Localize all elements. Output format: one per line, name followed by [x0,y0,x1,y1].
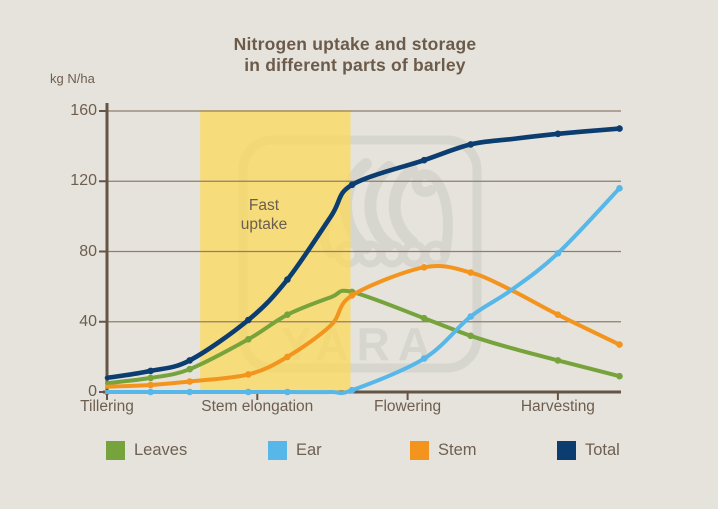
legend-item-leaves: Leaves [106,441,187,460]
chart-title-line2: in different parts of barley [244,55,466,75]
series-markers-stem [147,264,623,389]
plot-area: YARA [99,103,623,400]
legend-swatch-stem [410,441,429,460]
legend-label-stem: Stem [438,441,477,459]
legend-item-ear: Ear [268,441,322,460]
series-markers-leaves [147,288,623,382]
x-axis-label: Flowering [373,398,442,415]
chart-title-line1: Nitrogen uptake and storage [233,34,477,54]
legend-label-ear: Ear [296,441,322,459]
legend-item-total: Total [557,441,620,460]
x-axis-label: Tillering [80,398,134,415]
y-tick-label: 0 [88,383,97,400]
fast-uptake-line2: uptake [240,215,288,233]
x-axis-label: Stem elongation [201,398,314,415]
y-tick-label: 160 [70,102,97,119]
y-tick-label: 120 [70,172,97,190]
y-tick-label: 80 [79,242,97,260]
y-axis-unit-label: kg N/ha [50,71,95,86]
series-markers-total [147,125,623,375]
legend-label-total: Total [585,441,620,459]
y-tick-label: 40 [79,312,97,330]
legend: Leaves Ear Stem Total [0,441,718,467]
legend-item-stem: Stem [410,441,477,460]
chart-title: Nitrogen uptake and storage in different… [0,34,710,76]
fast-uptake-line1: Fast [248,197,280,214]
legend-swatch-leaves [106,441,125,460]
series-markers-ear [147,185,623,396]
fast-uptake-annotation: Fast uptake [214,197,314,234]
legend-swatch-total [557,441,576,460]
legend-swatch-ear [268,441,287,460]
x-axis-label: Harvesting [520,398,595,415]
legend-label-leaves: Leaves [134,441,188,459]
